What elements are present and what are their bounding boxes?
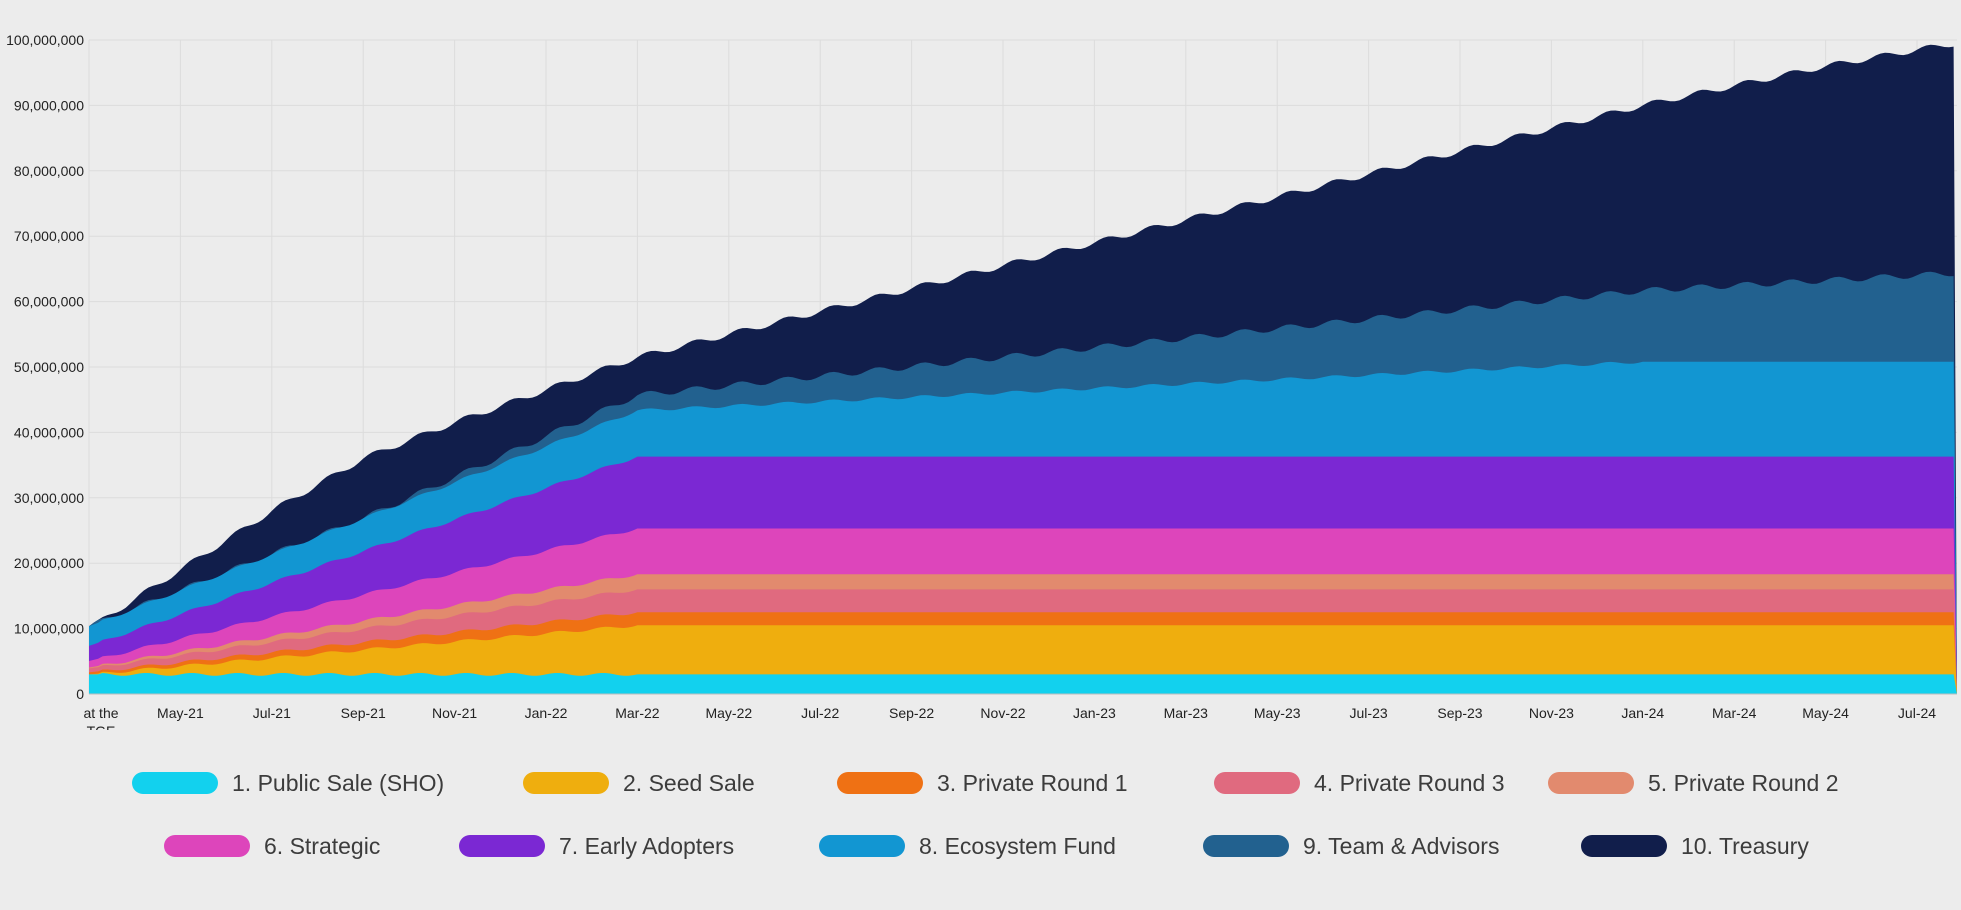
x-tick-label: Sep-21	[341, 705, 386, 721]
y-axis-labels: 0 10,000,000 20,000,000 30,000,000 40,000,00…	[6, 32, 84, 702]
stacked-areas	[89, 44, 1957, 694]
y-tick-label: 90,000,000	[14, 97, 84, 113]
legend-swatch	[132, 772, 218, 794]
legend-label: 10. Treasury	[1681, 832, 1809, 859]
legend-item-private-round-2[interactable]: 5. Private Round 2	[1548, 763, 1839, 803]
legend-label: 1. Public Sale (SHO)	[232, 769, 445, 796]
x-tick-label: Jan-24	[1621, 705, 1664, 721]
legend-label: 8. Ecosystem Fund	[919, 832, 1116, 859]
x-tick-label: Jan-23	[1073, 705, 1116, 721]
x-tick-label: Nov-23	[1529, 705, 1574, 721]
legend-swatch	[459, 835, 545, 857]
x-tick-label: Jul-22	[801, 705, 839, 721]
legend-swatch	[164, 835, 250, 857]
legend-item-public-sale[interactable]: 1. Public Sale (SHO)	[132, 763, 444, 803]
legend-swatch	[523, 772, 609, 794]
x-tick-label: Mar-24	[1712, 705, 1757, 721]
legend-item-team-advisors[interactable]: 9. Team & Advisors	[1203, 826, 1499, 866]
y-tick-label: 40,000,000	[14, 424, 84, 440]
x-tick-label: May-21	[157, 705, 204, 721]
x-tick-label: Mar-23	[1164, 705, 1209, 721]
legend-item-strategic[interactable]: 6. Strategic	[164, 826, 380, 866]
legend-swatch	[819, 835, 905, 857]
legend-swatch	[1581, 835, 1667, 857]
legend-label: 6. Strategic	[264, 832, 381, 859]
legend-row-2: 6. Strategic 7. Early Adopters 8. Ecosys…	[0, 826, 1961, 866]
y-tick-label: 100,000,000	[6, 32, 84, 48]
y-tick-label: 60,000,000	[14, 294, 84, 310]
y-tick-label: 70,000,000	[14, 228, 84, 244]
legend-item-early-adopters[interactable]: 7. Early Adopters	[459, 826, 734, 866]
legend-label: 7. Early Adopters	[559, 832, 735, 859]
legend-swatch	[1214, 772, 1300, 794]
x-tick-label: Sep-22	[889, 705, 934, 721]
legend-item-private-round-3[interactable]: 4. Private Round 3	[1214, 763, 1505, 803]
x-tick-label: Nov-22	[980, 705, 1025, 721]
legend-item-ecosystem-fund[interactable]: 8. Ecosystem Fund	[819, 826, 1116, 866]
x-tick-label: at theTGE	[83, 705, 118, 730]
legend-row-1: 1. Public Sale (SHO) 2. Seed Sale 3. Pri…	[0, 763, 1961, 803]
legend-label: 3. Private Round 1	[937, 769, 1128, 796]
legend-label: 2. Seed Sale	[623, 769, 755, 796]
legend-swatch	[837, 772, 923, 794]
x-tick-label: Jul-23	[1350, 705, 1388, 721]
x-tick-label: Mar-22	[615, 705, 660, 721]
x-tick-label: May-23	[1254, 705, 1301, 721]
legend-label: 9. Team & Advisors	[1303, 832, 1500, 859]
chart-svg: 0 10,000,000 20,000,000 30,000,000 40,000,00…	[6, 32, 1957, 739]
x-tick-label: Sep-23	[1437, 705, 1482, 721]
y-tick-label: 80,000,000	[14, 163, 84, 179]
y-tick-label: 0	[76, 686, 84, 702]
y-tick-label: 30,000,000	[14, 490, 84, 506]
legend-swatch	[1548, 772, 1634, 794]
legend-item-seed-sale[interactable]: 2. Seed Sale	[523, 763, 755, 803]
y-tick-label: 10,000,000	[14, 621, 84, 637]
x-tick-label: Jul-21	[253, 705, 291, 721]
area-public-sale-sho	[89, 673, 1957, 694]
legend-swatch	[1203, 835, 1289, 857]
legend-label: 5. Private Round 2	[1648, 769, 1839, 796]
legend-item-treasury[interactable]: 10. Treasury	[1581, 826, 1809, 866]
x-tick-label: Nov-21	[432, 705, 477, 721]
x-tick-label: Jan-22	[525, 705, 568, 721]
x-axis-labels: at theTGE May-21 Jul-21 Sep-21 Nov-21 Jan-22 M…	[83, 705, 1936, 739]
legend-item-private-round-1[interactable]: 3. Private Round 1	[837, 763, 1128, 803]
y-tick-label: 20,000,000	[14, 555, 84, 571]
x-tick-label: Jul-24	[1898, 705, 1936, 721]
y-tick-label: 50,000,000	[14, 359, 84, 375]
x-tick-label: May-24	[1802, 705, 1849, 721]
x-tick-label: May-22	[705, 705, 752, 721]
legend-label: 4. Private Round 3	[1314, 769, 1505, 796]
